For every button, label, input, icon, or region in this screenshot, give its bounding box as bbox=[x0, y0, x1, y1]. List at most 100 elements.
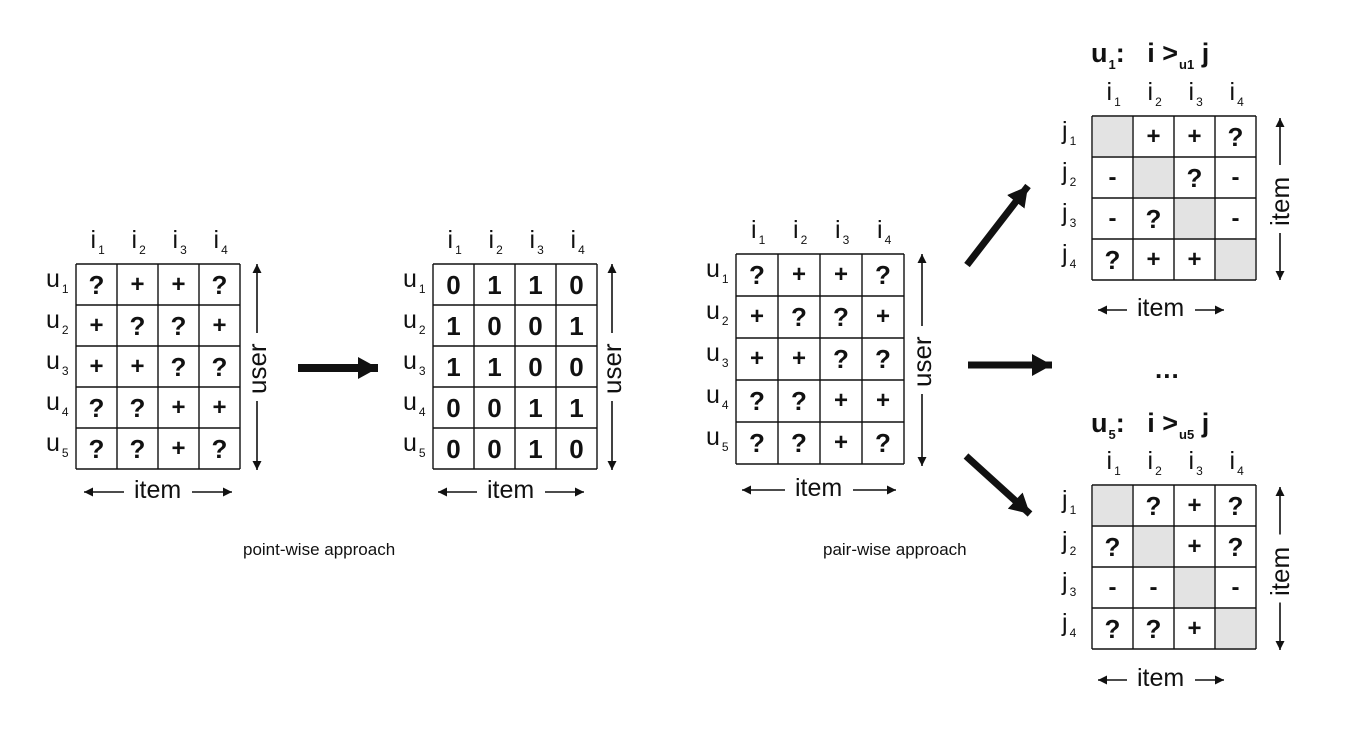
pairwise_u1-shaded-cell-3 bbox=[1175, 199, 1214, 238]
user_item_binary-cell: 0 bbox=[569, 433, 584, 464]
user_item_binary-cell: 0 bbox=[528, 351, 543, 382]
user_item_pairwise_source-cell: ? bbox=[791, 428, 807, 458]
user_item_pairwise_source-cell: ? bbox=[833, 302, 849, 332]
m5-item-vaxis-text: item bbox=[1265, 546, 1295, 596]
pairwise_u1-cell: + bbox=[1187, 245, 1202, 273]
pairwise_u1-cell: ? bbox=[1145, 203, 1162, 234]
pairwise_u1-cell: + bbox=[1187, 122, 1202, 150]
user_item_binary-cell: 1 bbox=[446, 310, 461, 341]
user_item_pairwise_source-cell: + bbox=[875, 387, 890, 414]
pairwise_u1-shaded-cell-1 bbox=[1093, 117, 1132, 156]
user_item_observed-cell: ? bbox=[211, 269, 228, 300]
user_item_observed-cell: + bbox=[171, 270, 186, 298]
m5-item-axis-text: item bbox=[1137, 664, 1185, 692]
pairwise_u1-cell bbox=[1174, 198, 1215, 239]
user_item_binary-cell: 0 bbox=[446, 433, 461, 464]
pairwise_u5-cell: + bbox=[1187, 614, 1202, 642]
user_item_pairwise_source-cell: ? bbox=[791, 386, 807, 416]
user_item_observed-cell: ? bbox=[88, 269, 105, 300]
pairwise_u5-cell: - bbox=[1149, 573, 1158, 601]
user_item_observed-cell: ? bbox=[129, 310, 146, 341]
m3-user-axis-text: user bbox=[907, 336, 937, 387]
pairwise_u1-cell bbox=[1092, 116, 1133, 157]
pairwise_u5-cell: ? bbox=[1145, 490, 1162, 521]
user_item_binary-cell: 0 bbox=[487, 433, 502, 464]
user_item_pairwise_source-cell: + bbox=[833, 429, 848, 456]
pairwise_u5-cell: ? bbox=[1227, 531, 1244, 562]
user_item_binary-cell: 0 bbox=[446, 392, 461, 423]
m2-item-axis-text: item bbox=[487, 476, 535, 504]
pairwise_u5-cell: ? bbox=[1104, 531, 1121, 562]
pairwise_u5-cell: + bbox=[1187, 532, 1202, 560]
user_item_observed-cell: ? bbox=[211, 433, 228, 464]
pairwise_u5-shaded-cell-4 bbox=[1216, 609, 1255, 648]
user_item_binary-cell: 1 bbox=[528, 433, 543, 464]
pairwise_u5-cell: ? bbox=[1227, 490, 1244, 521]
user_item_pairwise_source-cell: + bbox=[875, 303, 890, 330]
pairwise_u1-cell: + bbox=[1146, 122, 1161, 150]
pairwise_u5-cell: ? bbox=[1145, 613, 1162, 644]
user_item_pairwise_source-cell: + bbox=[791, 261, 806, 288]
m4-item-axis-text: item bbox=[1137, 294, 1185, 322]
user_item_pairwise_source-cell: + bbox=[833, 261, 848, 288]
pairwise_u5-shaded-cell-2 bbox=[1134, 527, 1173, 566]
pairwise_u5-cell: - bbox=[1108, 573, 1117, 601]
user_item_observed-cell: + bbox=[171, 434, 186, 462]
pairwise_u5-shaded-cell-1 bbox=[1093, 486, 1132, 525]
pairwise_u1-cell bbox=[1215, 239, 1256, 280]
user_item_binary-cell: 1 bbox=[487, 269, 502, 300]
pairwise_u5-cell bbox=[1133, 526, 1174, 567]
relation-title-u1: u1: i >u1 j bbox=[1091, 38, 1210, 72]
user_item_observed-cell: ? bbox=[129, 433, 146, 464]
user_item_observed-cell: ? bbox=[129, 392, 146, 423]
user_item_observed-cell: + bbox=[89, 352, 104, 380]
pairwise_u1-cell: ? bbox=[1104, 244, 1121, 275]
ellipsis: ... bbox=[1155, 354, 1180, 384]
user_item_pairwise_source-cell: ? bbox=[749, 386, 765, 416]
user_item_pairwise_source-cell: + bbox=[791, 345, 806, 372]
user_item_binary-cell: 1 bbox=[569, 392, 584, 423]
user_item_observed-cell: ? bbox=[170, 310, 187, 341]
m2-user-axis-text: user bbox=[597, 343, 627, 394]
pairwise_u1-cell bbox=[1133, 157, 1174, 198]
fan-arrow-up bbox=[964, 183, 1031, 268]
m4-item-vaxis-text: item bbox=[1265, 176, 1295, 226]
pairwise_u1-shaded-cell-2 bbox=[1134, 158, 1173, 197]
point-wise-caption: point-wise approach bbox=[243, 540, 396, 559]
fan-arrow-down bbox=[963, 453, 1033, 517]
user_item_observed-cell: + bbox=[130, 270, 145, 298]
user_item_pairwise_source-cell: ? bbox=[791, 302, 807, 332]
m1-user-axis-text: user bbox=[242, 343, 272, 394]
pairwise_u1-cell: - bbox=[1231, 204, 1240, 232]
user_item_pairwise_source-cell: + bbox=[749, 345, 764, 372]
